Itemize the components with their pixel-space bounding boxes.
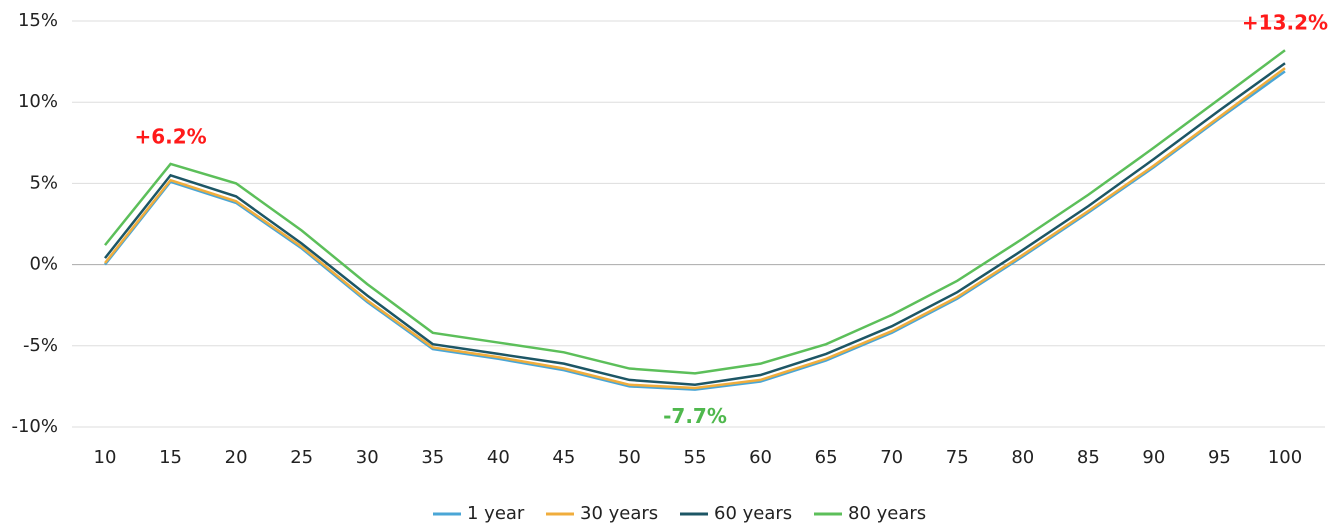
annotation: -7.7% [663,404,727,428]
y-tick-label: -5% [23,335,58,356]
legend-label: 60 years [714,503,792,524]
x-tick-label: 80 [1011,447,1034,468]
line-series [104,49,1286,375]
y-tick-label: 5% [29,172,58,193]
line-series [104,62,1286,387]
x-tick-label: 35 [421,447,444,468]
y-tick-label: 15% [18,10,58,31]
x-tick-label: 100 [1268,447,1302,468]
x-tick-label: 25 [290,447,313,468]
x-tick-label: 40 [487,447,510,468]
x-tick-label: 50 [618,447,641,468]
legend-label: 80 years [848,503,926,524]
y-tick-label: 0% [29,254,58,275]
x-tick-label: 95 [1208,447,1231,468]
legend-label: 1 year [467,503,525,524]
y-tick-label: 10% [18,91,58,112]
x-tick-label: 15 [159,447,182,468]
x-tick-label: 60 [749,447,772,468]
x-tick-label: 90 [1142,447,1165,468]
x-tick-label: 10 [94,447,117,468]
y-tick-label: -10% [11,416,58,437]
x-tick-label: 70 [880,447,903,468]
legend-label: 30 years [580,503,658,524]
x-tick-label: 45 [552,447,575,468]
x-tick-label: 55 [684,447,707,468]
annotation: +13.2% [1242,11,1328,35]
x-tick-label: 85 [1077,447,1100,468]
line-series [104,70,1286,391]
x-tick-label: 65 [815,447,838,468]
line-series [104,67,1286,390]
x-tick-label: 30 [356,447,379,468]
annotation: +6.2% [134,124,206,148]
x-tick-label: 20 [225,447,248,468]
x-tick-label: 75 [946,447,969,468]
